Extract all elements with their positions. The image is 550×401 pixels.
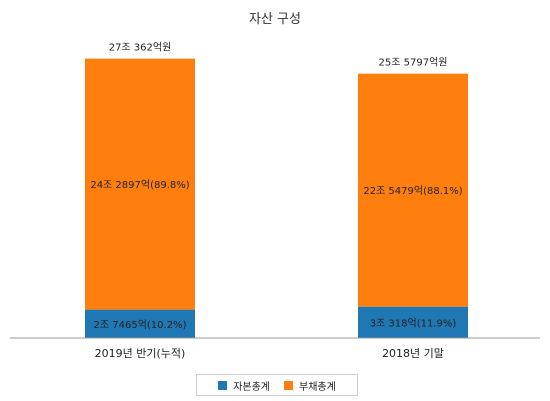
x-tick-label-1: 2018년 기말 bbox=[382, 347, 444, 360]
legend-item-liabilities: 부채총계 bbox=[284, 378, 336, 393]
legend-label-liabilities: 부채총계 bbox=[299, 381, 336, 393]
bar-liabilities-1 bbox=[358, 73, 468, 307]
data-label-liabilities-1: 22조 5479억(88.1%) bbox=[363, 185, 462, 197]
total-label-0: 27조 362억원 bbox=[109, 42, 172, 54]
legend-swatch-liabilities bbox=[284, 380, 293, 390]
chart-legend: 자본총계 부채총계 bbox=[196, 374, 358, 396]
x-tick-label-0: 2019년 반기(누적) bbox=[95, 347, 186, 360]
chart-title: 자산 구성 bbox=[249, 12, 301, 27]
data-label-equity-0: 2조 7465억(10.2%) bbox=[94, 319, 187, 331]
total-label-1: 25조 5797억원 bbox=[379, 57, 448, 69]
legend-swatch-equity bbox=[218, 380, 228, 390]
bar-liabilities-0 bbox=[85, 58, 195, 310]
legend-item-equity: 자본총계 bbox=[218, 378, 270, 393]
data-label-liabilities-0: 24조 2897억(89.8%) bbox=[90, 179, 189, 191]
bar-equity-0 bbox=[85, 309, 195, 338]
legend-label-equity: 자본총계 bbox=[233, 381, 270, 393]
data-label-equity-1: 3조 318억(11.9%) bbox=[370, 317, 457, 329]
bar-equity-1 bbox=[358, 306, 468, 338]
